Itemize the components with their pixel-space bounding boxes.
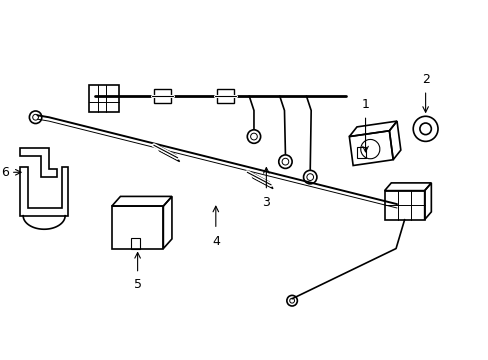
- Text: 4: 4: [211, 235, 219, 248]
- Bar: [89, 85, 119, 112]
- Text: 6: 6: [1, 166, 9, 179]
- Bar: [384, 191, 424, 220]
- Text: 3: 3: [262, 197, 270, 210]
- Text: 2: 2: [421, 73, 428, 86]
- Bar: [112, 206, 163, 248]
- Text: 5: 5: [133, 278, 142, 291]
- Bar: [154, 89, 171, 103]
- Bar: [356, 147, 365, 158]
- Text: 1: 1: [361, 98, 369, 112]
- Bar: [216, 89, 233, 103]
- Bar: [131, 238, 140, 248]
